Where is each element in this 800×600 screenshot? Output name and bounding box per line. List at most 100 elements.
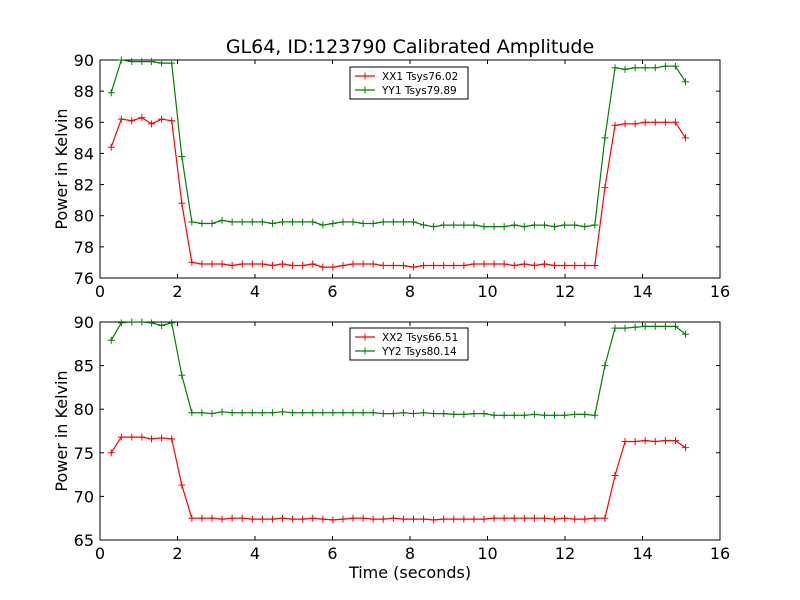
data-point bbox=[661, 437, 669, 445]
data-point bbox=[571, 515, 579, 523]
data-point bbox=[500, 514, 508, 522]
x-tick-label: 2 bbox=[172, 544, 182, 563]
data-point bbox=[168, 435, 176, 443]
data-point bbox=[601, 362, 609, 370]
series-line bbox=[110, 436, 686, 521]
data-point bbox=[601, 184, 609, 192]
data-point bbox=[198, 514, 206, 522]
data-point bbox=[279, 408, 287, 416]
data-point bbox=[369, 515, 377, 523]
x-tick-label: 6 bbox=[327, 544, 337, 563]
data-point bbox=[581, 515, 589, 523]
data-point bbox=[198, 220, 206, 227]
data-point bbox=[460, 410, 468, 418]
x-tick-label: 10 bbox=[477, 282, 497, 301]
data-point bbox=[148, 120, 156, 128]
y-tick-label: 90 bbox=[74, 313, 94, 332]
data-point bbox=[530, 262, 538, 270]
data-point bbox=[299, 409, 307, 417]
data-point bbox=[440, 410, 448, 418]
legend-label: XX1 Tsys76.02 bbox=[382, 71, 458, 83]
data-point bbox=[510, 514, 518, 522]
series-2 bbox=[107, 56, 690, 231]
plot-panel-1: 0 2 4 6 8 10 12 14 16 76 78 80 82 84 86 88 90 Power in Ke… bbox=[52, 51, 730, 301]
data-point bbox=[540, 514, 548, 522]
data-point bbox=[379, 515, 387, 523]
data-point bbox=[450, 221, 458, 229]
data-point bbox=[500, 260, 508, 268]
data-point bbox=[178, 199, 186, 207]
data-point bbox=[500, 411, 508, 419]
data-point bbox=[420, 409, 428, 417]
data-point bbox=[258, 218, 266, 226]
data-point bbox=[128, 318, 136, 326]
legend-label: YY2 Tsys80.14 bbox=[381, 346, 457, 358]
data-point bbox=[198, 409, 206, 417]
data-point bbox=[551, 515, 559, 523]
data-point bbox=[218, 260, 226, 268]
data-point bbox=[279, 260, 287, 268]
data-point bbox=[208, 514, 216, 522]
data-point bbox=[530, 514, 538, 522]
data-point bbox=[188, 258, 196, 266]
data-point bbox=[571, 410, 579, 418]
data-point bbox=[682, 134, 690, 142]
data-point bbox=[470, 260, 478, 268]
data-point bbox=[440, 221, 448, 229]
data-point bbox=[530, 410, 538, 418]
data-point bbox=[591, 221, 599, 229]
data-point bbox=[279, 514, 287, 522]
data-point bbox=[208, 410, 216, 418]
data-point bbox=[349, 409, 357, 417]
data-point bbox=[480, 260, 488, 268]
data-point bbox=[460, 221, 468, 229]
data-point bbox=[268, 409, 276, 417]
data-point bbox=[148, 435, 156, 443]
data-point bbox=[641, 437, 649, 445]
data-point bbox=[289, 218, 297, 226]
data-point bbox=[309, 260, 317, 268]
data-point bbox=[299, 515, 307, 523]
data-point bbox=[258, 260, 266, 268]
x-tick-label: 4 bbox=[250, 282, 260, 301]
x-tick-label: 14 bbox=[632, 544, 652, 563]
data-point bbox=[339, 262, 347, 270]
data-point bbox=[611, 121, 619, 129]
data-point bbox=[389, 514, 397, 522]
y-tick-label: 90 bbox=[74, 51, 94, 70]
data-point bbox=[490, 223, 498, 231]
data-point bbox=[148, 319, 156, 327]
data-point bbox=[107, 449, 115, 457]
data-point bbox=[671, 62, 679, 70]
data-point bbox=[631, 437, 639, 445]
data-point bbox=[540, 411, 548, 419]
y-tick-label: 85 bbox=[74, 357, 94, 376]
data-point bbox=[621, 65, 629, 73]
data-point bbox=[601, 134, 609, 142]
data-point bbox=[248, 218, 256, 226]
y-tick-label: 65 bbox=[74, 531, 94, 550]
data-point bbox=[319, 263, 327, 271]
data-point bbox=[339, 409, 347, 417]
y-tick-label: 75 bbox=[74, 444, 94, 463]
data-point bbox=[128, 117, 136, 125]
data-point bbox=[409, 218, 417, 226]
data-point bbox=[621, 324, 629, 332]
data-point bbox=[309, 514, 317, 522]
x-tick-label: 12 bbox=[555, 282, 575, 301]
data-point bbox=[107, 336, 115, 344]
data-point bbox=[369, 260, 377, 268]
legend-box bbox=[349, 66, 469, 100]
data-point bbox=[379, 262, 387, 270]
data-point bbox=[218, 408, 226, 416]
data-point bbox=[420, 515, 428, 523]
data-point bbox=[369, 220, 377, 227]
data-point bbox=[430, 516, 438, 524]
legend-label: YY1 Tsys79.89 bbox=[381, 85, 457, 97]
data-point bbox=[470, 410, 478, 418]
x-tick-label: 6 bbox=[327, 282, 337, 301]
data-point bbox=[661, 62, 669, 70]
y-axis-label: Power in Kelvin bbox=[52, 370, 71, 491]
data-point bbox=[661, 322, 669, 330]
plot-panel-2: 0 2 4 6 8 10 12 14 16 65 70 75 80 85 90 Power in Kelvin… bbox=[52, 313, 730, 582]
